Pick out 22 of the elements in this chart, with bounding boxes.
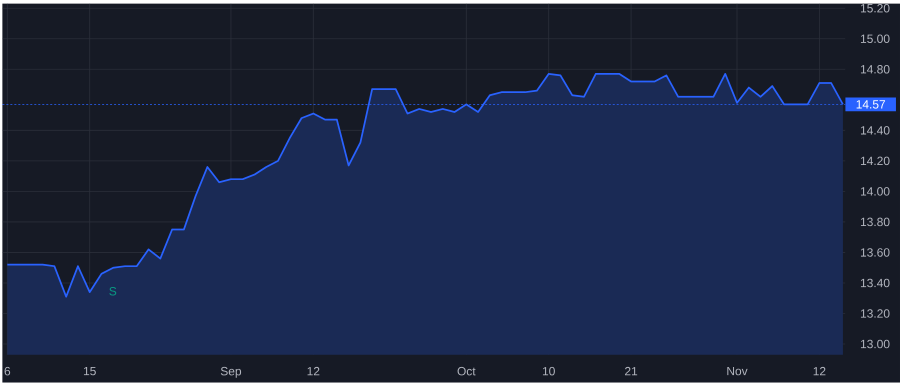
y-tick-label: 13.60 [860,248,890,257]
annotation: S [109,287,116,296]
x-tick-label: 12 [814,367,826,376]
y-tick-label: 14.80 [860,65,890,74]
x-tick-label: Nov [727,367,748,376]
x-tick-label: 15 [84,367,96,376]
y-tick-label: 14.20 [860,156,890,166]
y-tick-label: 13.20 [860,309,890,318]
y-tick-label: 13.80 [860,218,890,226]
y-tick-label: 14.00 [860,187,890,196]
x-tick-label: 21 [625,367,638,376]
y-tick-label: 14.40 [860,126,890,135]
ref-line-label: 14.57 [856,100,886,109]
y-tick-label: 13.40 [860,278,890,288]
x-tick-label: 10 [542,367,555,376]
x-tick-label: 6 [4,367,10,376]
y-tick-label: 15.20 [860,4,890,13]
x-tick-label: 12 [308,367,320,376]
x-tick-label: Sep [220,367,242,378]
x-tick-label: Oct [458,367,476,376]
y-tick-label: 15.00 [860,34,890,44]
y-tick-label: 13.00 [860,340,890,348]
